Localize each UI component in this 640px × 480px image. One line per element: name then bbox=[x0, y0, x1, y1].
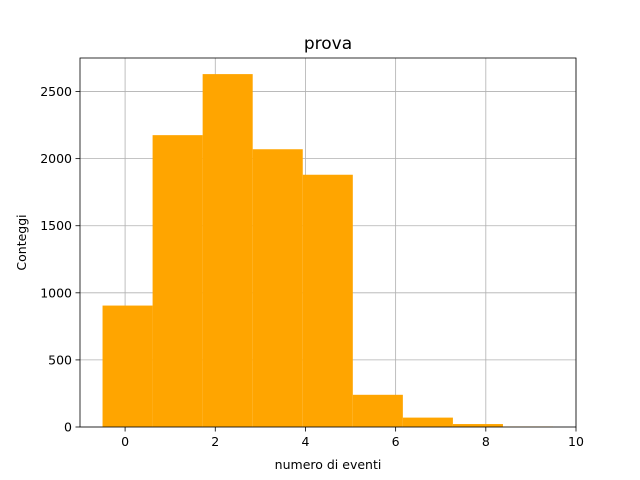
histogram-bar bbox=[202, 74, 253, 428]
histogram-bars bbox=[102, 74, 554, 428]
x-tick-label: 0 bbox=[121, 434, 129, 449]
y-axis-label: Conteggi bbox=[14, 214, 29, 270]
x-tick-label: 6 bbox=[392, 434, 400, 449]
y-tick-label: 2500 bbox=[40, 84, 72, 99]
y-tick-label: 1500 bbox=[40, 218, 72, 233]
x-tick-label: 2 bbox=[211, 434, 219, 449]
histogram-bar bbox=[102, 305, 153, 427]
histogram-bar bbox=[302, 174, 353, 427]
chart-title: prova bbox=[304, 34, 352, 54]
histogram-bar bbox=[252, 149, 303, 427]
plot-frame bbox=[79, 57, 577, 428]
x-tick-label: 10 bbox=[568, 434, 584, 449]
axes bbox=[79, 57, 577, 428]
x-tick-label: 4 bbox=[301, 434, 309, 449]
x-axis-label: numero di eventi bbox=[275, 457, 382, 472]
y-tick-label: 0 bbox=[64, 420, 72, 435]
y-tick-label: 1000 bbox=[40, 285, 72, 300]
x-tick-label: 8 bbox=[482, 434, 490, 449]
y-tick-label: 2000 bbox=[40, 151, 72, 166]
y-tick-label: 500 bbox=[48, 352, 72, 367]
histogram-bar bbox=[402, 417, 453, 427]
histogram-bar bbox=[152, 135, 203, 427]
tick-labels: 0 2 4 6 8 10 0 500 1000 1500 2000 2500 bbox=[40, 84, 584, 449]
histogram-bar bbox=[452, 424, 503, 427]
histogram-bar bbox=[352, 394, 403, 427]
